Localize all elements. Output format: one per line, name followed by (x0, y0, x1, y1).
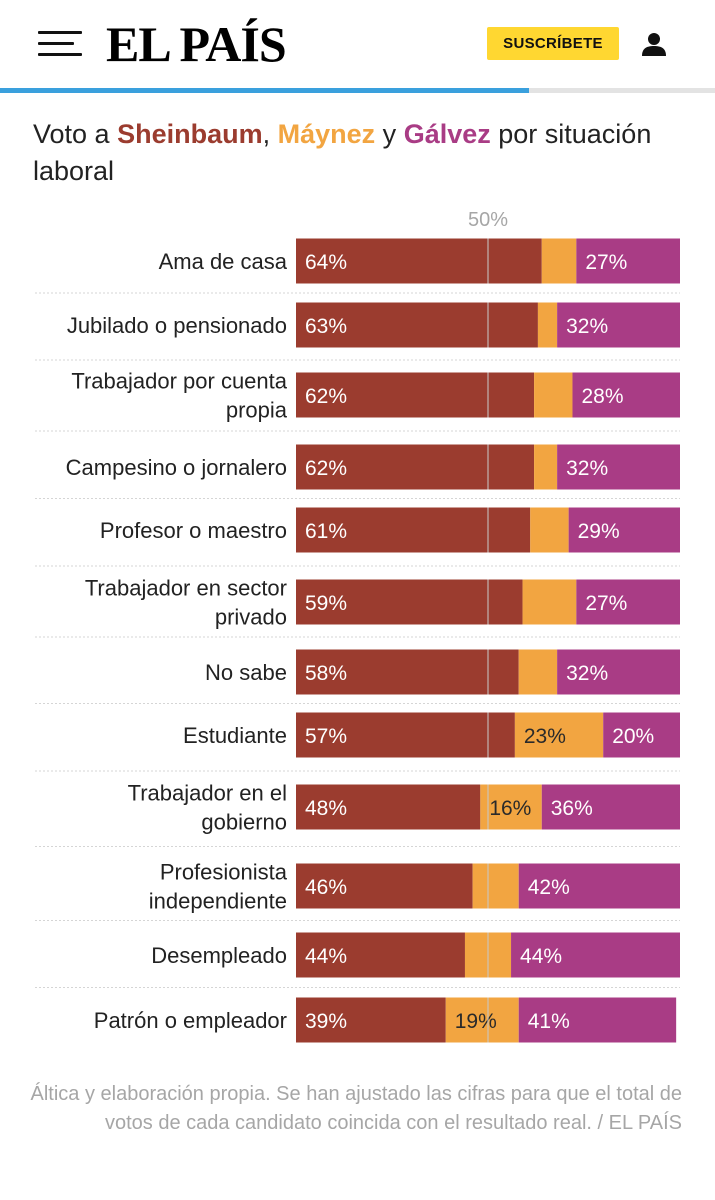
title-galvez: Gálvez (403, 119, 491, 149)
el-pais-logo[interactable]: EL PAÍS (106, 16, 287, 72)
subscribe-button[interactable]: SUSCRÍBETE (487, 27, 619, 60)
data-label-galvez: 27% (585, 251, 627, 274)
bar-segment-maynez (530, 507, 569, 553)
category-label: Trabajador en el gobierno (128, 781, 287, 835)
category-label: Trabajador por cuenta propia (71, 369, 287, 423)
category-label: Profesionista independiente (149, 860, 288, 914)
data-label-sheinbaum: 44% (305, 945, 347, 968)
data-label-sheinbaum: 58% (305, 662, 347, 685)
stacked-bar-chart: 50% Ama de casa 64% 27% Jubilado o pensionad… (35, 209, 680, 1043)
data-label-sheinbaum: 63% (305, 315, 347, 338)
bar-segment-galvez (557, 302, 680, 348)
category-label: Patrón o empleador (94, 1008, 287, 1033)
bar-segment-sheinbaum (296, 997, 446, 1043)
bar-segment-maynez (518, 649, 558, 695)
data-label-maynez: 19% (455, 1010, 497, 1033)
bar-segment-maynez (472, 863, 519, 909)
bar-segment-maynez (541, 238, 577, 284)
data-label-sheinbaum: 39% (305, 1010, 347, 1033)
bar-segment-sheinbaum (296, 712, 515, 758)
reference-line-label: 50% (468, 209, 508, 231)
data-label-sheinbaum: 46% (305, 876, 347, 899)
bar-segment-galvez (572, 372, 680, 418)
bar-segment-galvez (576, 238, 680, 284)
bar-segment-maynez (445, 997, 519, 1043)
bar-segment-galvez (518, 863, 680, 909)
bar-segment-galvez (511, 932, 680, 978)
title-maynez: Máynez (277, 119, 376, 149)
bar-segment-galvez (576, 579, 680, 625)
reading-progress-bar (0, 88, 715, 93)
title-separator-and: y (375, 119, 404, 149)
title-text-prefix: Voto a (33, 119, 118, 149)
bar-segment-sheinbaum (296, 784, 481, 830)
source-note: Áltica y elaboración propia. Se han ajus… (30, 1083, 682, 1134)
category-label: Profesor o maestro (100, 518, 287, 543)
bar-segment-galvez (603, 712, 680, 758)
title-text-suffix: por situación laboral (33, 119, 652, 186)
bar-segment-galvez (557, 649, 680, 695)
bar-segment-maynez (534, 444, 558, 490)
data-label-galvez: 29% (578, 520, 620, 543)
category-label: Desempleado (151, 943, 287, 968)
data-label-maynez: 16% (489, 797, 531, 820)
data-label-sheinbaum: 48% (305, 797, 347, 820)
data-label-sheinbaum: 61% (305, 520, 347, 543)
data-label-sheinbaum: 64% (305, 251, 347, 274)
bar-segment-maynez (537, 302, 558, 348)
title-separator-comma: , (262, 119, 278, 149)
bar-segment-galvez (541, 784, 680, 830)
bar-segment-galvez (518, 997, 677, 1043)
data-label-galvez: 27% (585, 592, 627, 615)
bar-segment-galvez (568, 507, 680, 553)
user-account-icon[interactable] (640, 30, 668, 58)
bar-segment-sheinbaum (296, 579, 523, 625)
bar-segment-sheinbaum (296, 649, 519, 695)
data-label-galvez: 32% (566, 315, 608, 338)
data-label-sheinbaum: 62% (305, 457, 347, 480)
data-label-galvez: 28% (581, 385, 623, 408)
category-label: Campesino o jornalero (66, 455, 287, 480)
bar-segment-maynez (522, 579, 577, 625)
data-label-galvez: 32% (566, 457, 608, 480)
site-header: EL PAÍS SUSCRÍBETE (0, 0, 715, 88)
bar-segment-sheinbaum (296, 444, 535, 490)
category-label: Trabajador en sector privado (85, 576, 287, 630)
bar-segment-maynez (534, 372, 573, 418)
data-label-galvez: 36% (551, 797, 593, 820)
category-label: Jubilado o pensionado (67, 313, 287, 338)
data-label-galvez: 44% (520, 945, 562, 968)
hamburger-menu-icon[interactable] (38, 31, 82, 57)
bar-segment-galvez (557, 444, 680, 490)
bar-segment-sheinbaum (296, 238, 542, 284)
title-sheinbaum: Sheinbaum (117, 119, 263, 149)
bar-segment-sheinbaum (296, 932, 465, 978)
data-label-galvez: 20% (612, 725, 654, 748)
bar-segment-sheinbaum (296, 863, 473, 909)
data-label-maynez: 23% (524, 725, 566, 748)
category-label: No sabe (205, 660, 287, 685)
bar-segment-maynez (480, 784, 542, 830)
category-label: Ama de casa (159, 249, 288, 274)
bar-segment-sheinbaum (296, 507, 531, 553)
bar-segment-maynez (514, 712, 604, 758)
bar-segment-sheinbaum (296, 372, 535, 418)
data-label-galvez: 32% (566, 662, 608, 685)
chart-title: Voto a Sheinbaum, Máynez y Gálvez por si… (33, 116, 693, 190)
reading-progress-fill (0, 88, 530, 93)
data-label-sheinbaum: 62% (305, 385, 347, 408)
category-label: Estudiante (183, 723, 287, 748)
data-label-galvez: 42% (528, 876, 570, 899)
data-label-sheinbaum: 57% (305, 725, 347, 748)
bar-segment-sheinbaum (296, 302, 538, 348)
data-label-galvez: 41% (528, 1010, 570, 1033)
data-label-sheinbaum: 59% (305, 592, 347, 615)
